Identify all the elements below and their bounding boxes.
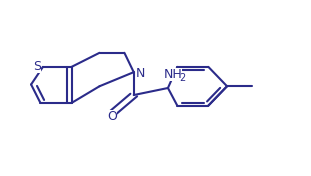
Text: NH: NH: [163, 68, 182, 81]
Text: O: O: [107, 110, 117, 123]
Text: N: N: [136, 67, 145, 80]
Text: 2: 2: [179, 73, 185, 83]
Text: S: S: [33, 60, 41, 73]
